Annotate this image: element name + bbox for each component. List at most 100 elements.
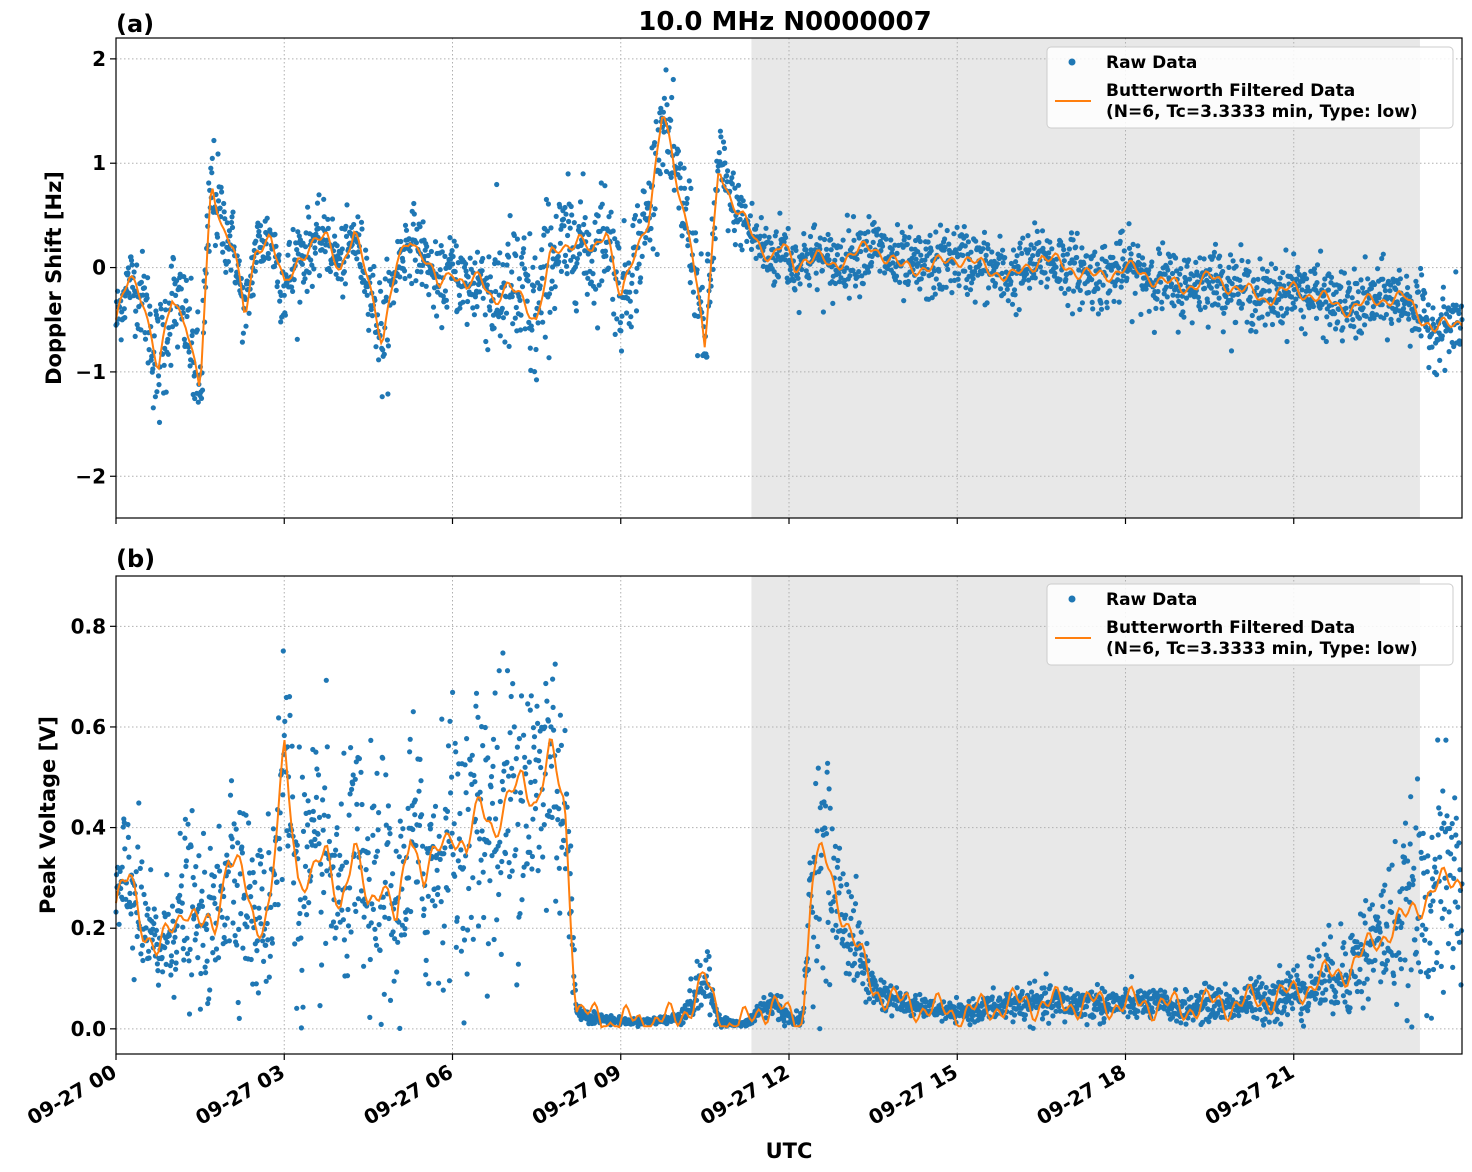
raw-point bbox=[131, 293, 137, 299]
raw-point bbox=[229, 844, 236, 850]
raw-point bbox=[795, 275, 801, 281]
raw-point bbox=[564, 804, 570, 810]
raw-point bbox=[840, 871, 846, 877]
raw-point bbox=[269, 940, 275, 946]
raw-point bbox=[574, 260, 580, 266]
raw-point bbox=[253, 238, 259, 244]
raw-point bbox=[1017, 245, 1023, 251]
raw-point bbox=[509, 868, 515, 874]
raw-point bbox=[405, 805, 411, 812]
raw-point bbox=[478, 857, 484, 863]
raw-point bbox=[168, 972, 174, 978]
raw-point bbox=[1046, 250, 1052, 256]
raw-point bbox=[138, 951, 144, 957]
y-tick-label: 1 bbox=[92, 151, 106, 175]
raw-point bbox=[1448, 328, 1454, 334]
raw-point bbox=[436, 980, 442, 986]
raw-point bbox=[865, 269, 872, 275]
raw-point bbox=[250, 870, 256, 876]
raw-point bbox=[943, 284, 949, 290]
raw-point bbox=[244, 914, 251, 920]
legend-filtered-params-a: (N=6, Tc=3.3333 min, Type: low) bbox=[1106, 102, 1418, 122]
raw-point bbox=[1273, 265, 1279, 272]
raw-point bbox=[1320, 972, 1326, 978]
raw-point bbox=[190, 874, 196, 881]
raw-point bbox=[552, 284, 558, 290]
raw-point bbox=[637, 218, 643, 224]
raw-point bbox=[419, 812, 425, 818]
raw-point bbox=[275, 902, 281, 908]
raw-point bbox=[1237, 277, 1243, 283]
raw-point bbox=[1022, 1012, 1028, 1018]
raw-point bbox=[904, 241, 910, 247]
raw-point bbox=[549, 278, 555, 284]
raw-point bbox=[1414, 283, 1420, 289]
raw-point bbox=[183, 298, 189, 304]
raw-point bbox=[1281, 1004, 1287, 1010]
raw-point bbox=[685, 243, 691, 249]
raw-point bbox=[852, 901, 859, 907]
raw-point bbox=[180, 924, 186, 930]
raw-point bbox=[1262, 322, 1268, 328]
raw-point bbox=[437, 856, 443, 863]
raw-point bbox=[911, 251, 917, 257]
raw-point bbox=[356, 756, 362, 762]
raw-point bbox=[531, 283, 537, 289]
raw-point bbox=[782, 1023, 788, 1029]
raw-point bbox=[544, 698, 550, 704]
raw-point bbox=[617, 320, 624, 326]
raw-point bbox=[317, 1003, 323, 1009]
raw-point bbox=[207, 987, 213, 993]
legend-a: Raw Data Butterworth Filtered Data (N=6,… bbox=[1046, 46, 1454, 129]
raw-point bbox=[850, 267, 856, 274]
raw-point bbox=[447, 235, 453, 241]
raw-point bbox=[151, 333, 157, 339]
raw-point bbox=[1058, 239, 1064, 245]
raw-point bbox=[1044, 284, 1050, 290]
raw-point bbox=[1121, 248, 1127, 254]
raw-point bbox=[1248, 976, 1254, 982]
raw-point bbox=[316, 273, 323, 279]
raw-point bbox=[933, 276, 939, 282]
raw-point bbox=[612, 236, 618, 242]
raw-point bbox=[151, 906, 157, 912]
raw-point bbox=[174, 949, 180, 955]
raw-point bbox=[167, 331, 173, 337]
raw-point bbox=[474, 304, 480, 310]
raw-point bbox=[1014, 253, 1020, 259]
raw-point bbox=[418, 269, 424, 275]
raw-point bbox=[318, 909, 324, 915]
raw-point bbox=[497, 839, 503, 845]
raw-point bbox=[859, 273, 865, 279]
raw-point bbox=[504, 668, 511, 674]
raw-point bbox=[412, 257, 418, 263]
raw-point bbox=[624, 310, 630, 316]
raw-point bbox=[384, 337, 390, 343]
raw-point bbox=[499, 305, 505, 311]
raw-point bbox=[170, 256, 177, 262]
raw-point bbox=[316, 841, 322, 847]
raw-point bbox=[537, 748, 543, 754]
raw-point bbox=[153, 914, 159, 920]
raw-point bbox=[830, 927, 836, 933]
raw-point bbox=[234, 942, 240, 948]
raw-point bbox=[894, 222, 901, 228]
raw-point bbox=[889, 1013, 895, 1019]
raw-point bbox=[268, 904, 274, 911]
raw-point bbox=[582, 248, 588, 254]
raw-point bbox=[553, 898, 559, 904]
raw-point bbox=[1437, 357, 1443, 363]
raw-point bbox=[512, 315, 518, 321]
raw-point bbox=[707, 1012, 713, 1018]
raw-point bbox=[676, 165, 683, 171]
raw-point bbox=[348, 929, 354, 935]
raw-point bbox=[1440, 284, 1446, 290]
raw-point bbox=[1424, 317, 1430, 323]
raw-point bbox=[1418, 265, 1424, 272]
raw-point bbox=[634, 265, 640, 271]
raw-point bbox=[735, 182, 742, 188]
raw-point bbox=[133, 308, 139, 314]
raw-point bbox=[390, 929, 396, 935]
raw-point bbox=[1210, 278, 1216, 284]
raw-point bbox=[209, 155, 215, 161]
